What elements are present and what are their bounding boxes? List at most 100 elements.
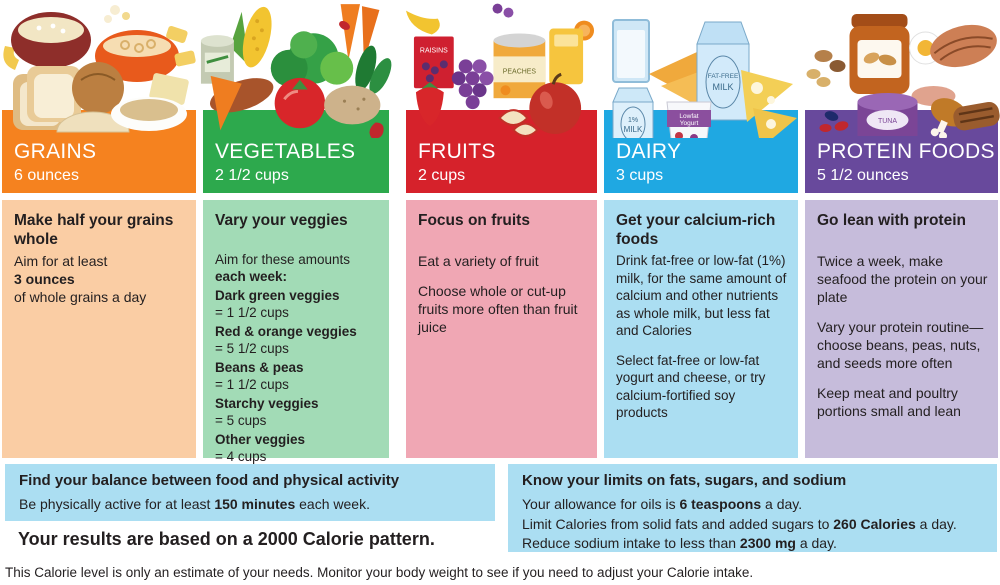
text-line: Twice a week, make seafood the protein o… (817, 252, 988, 306)
text-line: Beans & peas (215, 360, 379, 377)
vegetables-amount: 2 1/2 cups (215, 167, 289, 184)
pasta-elbow-icon (3, 46, 19, 70)
vegetables-title: VEGETABLES (215, 140, 356, 163)
text-segment-bold: Other veggies (215, 432, 306, 447)
text-segment: Aim for these amounts (215, 252, 351, 267)
nuts-icon (806, 50, 846, 87)
dairy-heading: Get your calcium-rich foods (616, 212, 776, 248)
text-line: Reduce sodium intake to less than 2300 m… (522, 534, 987, 554)
text-segment: Twice a week, make seafood the protein o… (817, 253, 988, 305)
text-segment: Reduce sodium intake to less than (522, 535, 740, 551)
text-line: = 5 cups (215, 413, 379, 430)
text-line: Select fat-free or low-fat yogurt and ch… (616, 352, 788, 422)
text-segment-bold: 150 minutes (214, 496, 296, 512)
text-line: 3 ounces (14, 270, 186, 288)
text-segment: Eat a variety of fruit (418, 253, 539, 269)
peaches-label: PEACHES (503, 68, 537, 75)
text-segment: Keep meat and poultry portions small and… (817, 385, 961, 419)
text-line: Vary your protein routine—choose beans, … (817, 318, 988, 372)
carrots-tall-icon (340, 4, 380, 63)
cracker-icon (149, 73, 189, 105)
balance-text: Be physically active for at least 150 mi… (19, 495, 485, 515)
dairy-text: Drink fat-free or low-fat (1%) milk, for… (616, 252, 788, 422)
text-line: = 5 1/2 cups (215, 341, 379, 358)
grains-amount: 6 ounces (14, 167, 79, 184)
text-segment: Your allowance for oils is (522, 496, 680, 512)
text-line: Red & orange veggies (215, 324, 379, 341)
text-segment-bold: Red & orange veggies (215, 324, 357, 339)
text-segment: Select fat-free or low-fat yogurt and ch… (616, 352, 766, 421)
grains-title: GRAINS (14, 140, 97, 163)
rice-bowl-icon (11, 12, 91, 68)
text-segment: a day. (915, 515, 957, 532)
text-line: Limit Calories from solid fats and added… (522, 515, 987, 535)
text-segment: = 5 cups (215, 412, 267, 428)
text-line: each week: (215, 269, 379, 286)
text-segment: Choose whole or cut-up fruits more often… (418, 283, 578, 335)
vegetable-can-icon (200, 35, 234, 84)
text-line: Starchy veggies (215, 396, 379, 413)
text-line: of whole grains a day (14, 288, 186, 306)
banana-icon (405, 10, 440, 35)
bean-seed-icon (339, 21, 350, 30)
vegetables-body: Vary your veggies Aim for these amounts e… (203, 200, 389, 464)
text-segment: a day. (795, 535, 837, 551)
fat-free-milk-label: MILK (712, 82, 733, 92)
text-segment-bold: 260 Calories (833, 515, 916, 532)
text-line: = 4 cups (215, 449, 379, 466)
dairy-header: DAIRY 3 cups (604, 110, 798, 193)
text-segment: Be physically active for at least (19, 496, 215, 512)
cereal-bowl-icon (95, 30, 179, 82)
text-segment-bold: Starchy veggies (215, 396, 319, 411)
text-segment: each week. (295, 496, 370, 512)
text-line: Your allowance for oils is 6 teaspoons a… (522, 495, 987, 515)
text-segment: Aim for at least (14, 253, 108, 269)
boiled-egg-icon (909, 31, 942, 65)
text-segment: of whole grains a day (14, 289, 147, 305)
text-segment: Drink fat-free or low-fat (1%) milk, for… (616, 253, 787, 338)
text-line: = 1 1/2 cups (215, 305, 379, 322)
text-line: Dark green veggies (215, 288, 379, 305)
fat-free-milk-carton-icon: FAT-FREE MILK (696, 21, 750, 121)
dairy-body: Get your calcium-rich foods Drink fat-fr… (604, 200, 798, 458)
fat-free-label: FAT-FREE (708, 73, 739, 80)
raisins-label: RAISINS (420, 47, 448, 54)
grapes-top-icon (492, 3, 514, 18)
text-segment-bold: 6 teaspoons (679, 496, 762, 512)
dairy-amount: 3 cups (616, 167, 664, 184)
vegetables-header: VEGETABLES 2 1/2 cups (203, 110, 389, 193)
fruits-text: Eat a variety of fruit Choose whole or cu… (418, 252, 587, 336)
fruits-header: FRUITS 2 cups (406, 110, 597, 193)
peanut-butter-jar-icon (849, 14, 910, 94)
bread-roll-icon (72, 62, 124, 114)
protein-heading: Go lean with protein (817, 212, 966, 229)
fruits-title: FRUITS (418, 140, 496, 163)
vegetables-text: Aim for these amounts each week: Dark gree… (215, 252, 379, 465)
text-line: Other veggies (215, 432, 379, 449)
text-segment-bold: Dark green veggies (215, 288, 340, 303)
deli-meat-icon (911, 86, 956, 106)
protein-body: Go lean with protein Twice a week, make … (805, 200, 998, 458)
grapes-cluster-icon (451, 59, 494, 110)
corn-icon (242, 6, 272, 68)
juice-glass-icon (549, 20, 595, 85)
text-segment: Limit Calories from solid fats and added… (522, 515, 834, 532)
limits-heading: Know your limits on fats, sugars, and so… (522, 472, 847, 489)
grains-text: Aim for at least 3 ounces of whole grains … (14, 252, 186, 306)
protein-amount: 5 1/2 ounces (817, 167, 909, 184)
results-line: Your results are based on a 2000 Calorie… (18, 529, 435, 549)
protein-header: PROTEIN FOODS 5 1/2 ounces (805, 110, 998, 193)
grains-heading: Make half your grains whole (14, 212, 174, 248)
text-line: Eat a variety of fruit (418, 252, 587, 270)
text-line: Choose whole or cut-up fruits more often… (418, 282, 587, 336)
husk-icon (230, 11, 250, 67)
text-segment: = 4 cups (215, 448, 267, 464)
text-line: Drink fat-free or low-fat (1%) milk, for… (616, 252, 788, 340)
text-segment: = 1 1/2 cups (215, 304, 289, 320)
leafy-greens-icon (270, 31, 354, 87)
cheddar-slices-icon (649, 52, 709, 112)
peaches-can-icon: PEACHES (493, 33, 546, 99)
protein-title: PROTEIN FOODS (817, 140, 995, 163)
text-segment: = 5 1/2 cups (215, 340, 289, 356)
fruits-body: Focus on fruits Eat a variety of fruit Ch… (406, 200, 597, 458)
